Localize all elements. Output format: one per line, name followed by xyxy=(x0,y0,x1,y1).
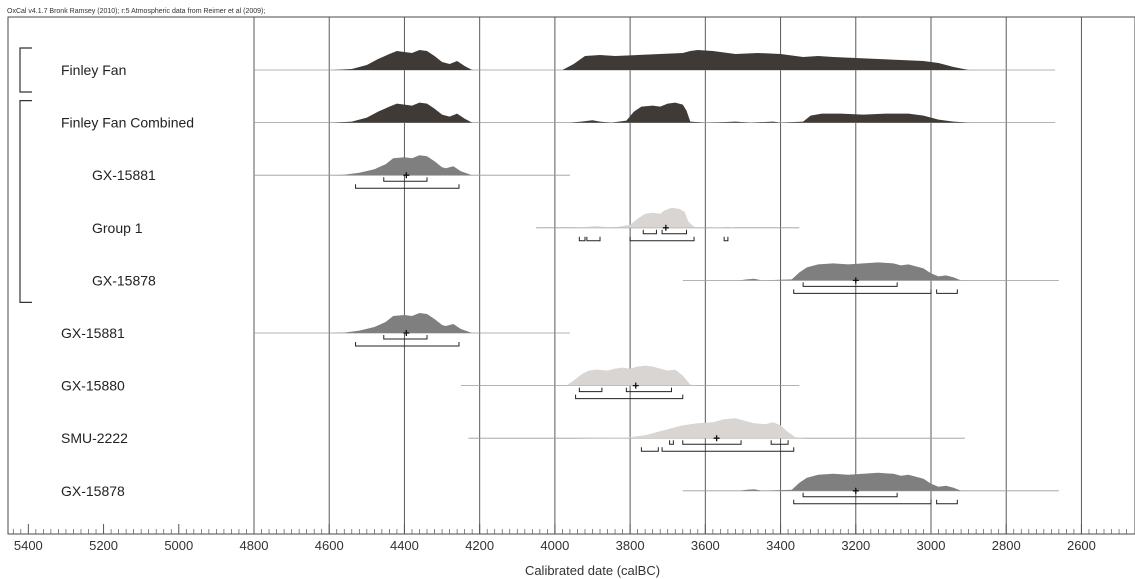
row-label: Finley Fan Combined xyxy=(61,115,194,131)
probability-distribution xyxy=(333,313,488,333)
tick-label: 2800 xyxy=(992,538,1021,553)
range-68-bracket xyxy=(625,387,672,393)
tick-label: 3600 xyxy=(691,538,720,553)
range-95-bracket xyxy=(578,236,586,242)
distribution-row: GX-15880 xyxy=(61,365,800,400)
tick-label: 2600 xyxy=(1067,538,1096,553)
tick-label: 5000 xyxy=(164,538,193,553)
x-axis-title: Calibrated date (calBC) xyxy=(525,563,660,578)
row-label: Finley Fan xyxy=(61,62,126,78)
range-95-bracket xyxy=(355,342,460,347)
distribution-row: GX-15881 xyxy=(61,313,570,347)
plot-frame xyxy=(7,16,1135,535)
range-95-bracket xyxy=(629,236,695,242)
tick-label: 3800 xyxy=(616,538,645,553)
distribution-row: Finley Fan Combined xyxy=(61,102,1056,131)
range-95-bracket xyxy=(640,447,659,452)
tick-label: 3200 xyxy=(841,538,870,553)
distribution-row: SMU-2222 xyxy=(61,418,965,452)
tick-label: 5400 xyxy=(14,538,43,553)
median-marker xyxy=(632,382,639,389)
range-68-bracket xyxy=(578,387,603,393)
probability-distribution xyxy=(333,102,969,123)
tick-label: 3400 xyxy=(766,538,795,553)
tick-label: 4800 xyxy=(240,538,269,553)
range-95-bracket xyxy=(661,447,795,452)
probability-distribution xyxy=(566,365,698,386)
median-marker xyxy=(852,487,859,494)
tick-label: 3000 xyxy=(917,538,946,553)
range-95-bracket xyxy=(793,289,932,294)
range-95-bracket xyxy=(936,289,958,294)
probability-distribution xyxy=(333,50,969,70)
median-marker xyxy=(403,172,410,179)
range-95-bracket xyxy=(355,184,460,189)
row-label: GX-15878 xyxy=(92,272,156,288)
range-68-bracket xyxy=(661,229,688,235)
gridlines xyxy=(253,17,1082,534)
probability-distribution xyxy=(739,472,962,491)
range-95-bracket xyxy=(936,499,958,505)
tick-label: 4200 xyxy=(465,538,494,553)
probability-distribution xyxy=(333,155,488,176)
range-68-bracket xyxy=(642,229,657,235)
range-68-bracket xyxy=(802,492,898,498)
range-68-bracket xyxy=(383,335,428,340)
probability-distribution xyxy=(739,262,962,281)
range-95-bracket xyxy=(793,499,932,505)
range-68-bracket xyxy=(682,440,742,445)
row-label: GX-15881 xyxy=(61,325,125,341)
structure-bracket xyxy=(19,47,32,93)
range-68-bracket xyxy=(383,177,428,182)
row-label: GX-15878 xyxy=(61,483,125,499)
range-95-bracket xyxy=(586,236,601,242)
median-marker xyxy=(662,224,669,231)
distribution-row: GX-15881 xyxy=(92,155,570,189)
tick-label: 4000 xyxy=(540,538,569,553)
range-95-bracket xyxy=(723,236,729,242)
distribution-rows: Finley Fan Finley Fan Combined GX-15881 Gro… xyxy=(61,50,1059,505)
tick-label: 5200 xyxy=(89,538,118,553)
structure-brackets xyxy=(19,47,32,303)
probability-distribution xyxy=(573,207,736,228)
structure-bracket xyxy=(19,100,32,303)
range-95-bracket xyxy=(575,394,684,400)
distribution-row: Finley Fan xyxy=(61,50,1056,78)
distribution-row: GX-15878 xyxy=(92,262,1059,294)
row-label: Group 1 xyxy=(92,220,143,236)
distribution-row: Group 1 xyxy=(92,207,800,242)
row-label: SMU-2222 xyxy=(61,430,128,446)
median-marker xyxy=(403,330,410,336)
probability-distribution xyxy=(573,418,807,439)
median-marker xyxy=(713,435,720,442)
row-label: GX-15881 xyxy=(92,167,156,183)
row-label: GX-15880 xyxy=(61,378,125,394)
range-68-bracket xyxy=(802,282,898,287)
range-68-bracket xyxy=(770,440,789,445)
range-68-bracket xyxy=(669,440,674,445)
x-axis: 5400 5200 5000 4800 4600 4400 4200 4000 3800 3600… xyxy=(8,524,1135,553)
software-header: OxCal v4.1.7 Bronk Ramsey (2010); r:5 At… xyxy=(7,8,265,15)
distribution-row: GX-15878 xyxy=(61,472,1059,505)
median-marker xyxy=(852,277,859,284)
tick-label: 4600 xyxy=(315,538,344,553)
tick-label: 4400 xyxy=(390,538,419,553)
